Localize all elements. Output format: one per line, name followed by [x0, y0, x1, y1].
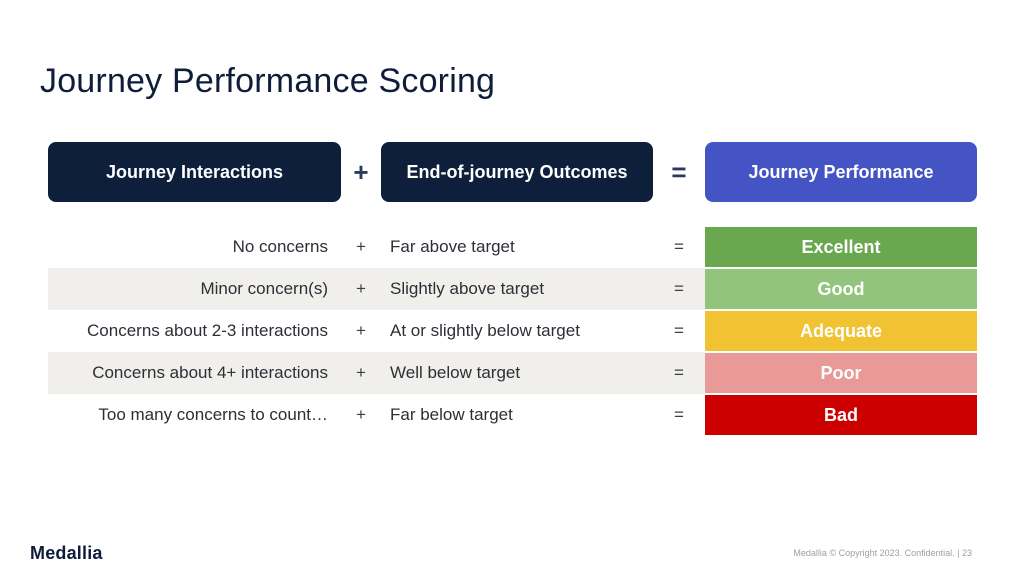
outcome-cell: At or slightly below target	[390, 321, 580, 340]
scoring-row-adequate: Concerns about 2-3 interactions + At or …	[48, 310, 977, 352]
equals-operator: =	[674, 321, 684, 340]
interactions-cell: Concerns about 2-3 interactions	[87, 321, 328, 340]
equals-operator: =	[674, 363, 684, 382]
plus-operator: +	[356, 237, 366, 256]
outcome-cell: Slightly above target	[390, 279, 545, 298]
header-end-of-journey-outcomes: End-of-journey Outcomes	[381, 142, 653, 202]
equals-operator: =	[674, 237, 684, 256]
equals-operator: =	[674, 405, 684, 424]
outcome-cell: Far above target	[390, 237, 515, 256]
copyright-footer: Medallia © Copyright 2023. Confidential.…	[793, 548, 972, 558]
page-title: Journey Performance Scoring	[40, 62, 496, 100]
interactions-cell: Too many concerns to count…	[98, 405, 328, 424]
plus-operator: +	[356, 279, 366, 298]
score-badge: Adequate	[705, 311, 977, 351]
score-badge: Poor	[705, 353, 977, 393]
interactions-cell: Concerns about 4+ interactions	[92, 363, 328, 382]
scoring-row-good: Minor concern(s) + Slightly above target…	[48, 268, 977, 310]
header-journey-performance: Journey Performance	[705, 142, 977, 202]
header-journey-interactions: Journey Interactions	[48, 142, 341, 202]
interactions-cell: No concerns	[232, 237, 328, 256]
plus-operator: +	[356, 363, 366, 382]
medallia-logo: Medallia	[30, 543, 103, 563]
header-plus-operator: +	[353, 156, 369, 187]
header-equals-operator: =	[671, 156, 687, 187]
plus-operator: +	[356, 321, 366, 340]
score-badge: Bad	[705, 395, 977, 435]
scoring-table: No concerns + Far above target = Excelle…	[48, 226, 977, 436]
scoring-row-excellent: No concerns + Far above target = Excelle…	[48, 226, 977, 268]
outcome-cell: Well below target	[390, 363, 521, 382]
interactions-cell: Minor concern(s)	[200, 279, 328, 298]
scoring-row-bad: Too many concerns to count… + Far below …	[48, 394, 977, 436]
outcome-cell: Far below target	[390, 405, 513, 424]
scoring-row-poor: Concerns about 4+ interactions + Well be…	[48, 352, 977, 394]
equals-operator: =	[674, 279, 684, 298]
plus-operator: +	[356, 405, 366, 424]
score-badge: Excellent	[705, 227, 977, 267]
score-badge: Good	[705, 269, 977, 309]
